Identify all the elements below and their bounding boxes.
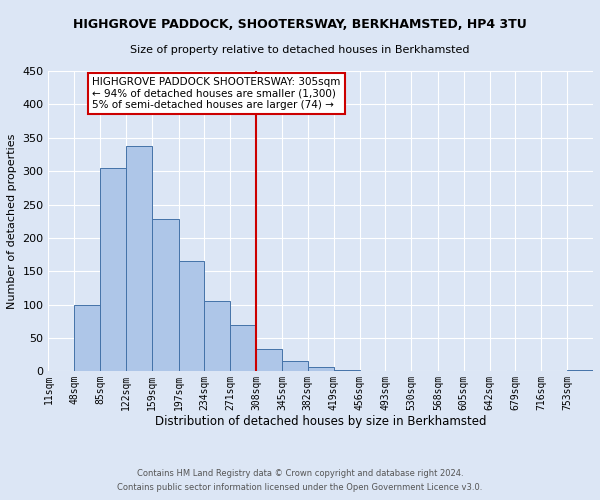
- Bar: [100, 168, 126, 372]
- Bar: [152, 219, 179, 372]
- Bar: [567, 370, 593, 372]
- Bar: [74, 306, 100, 372]
- Bar: [179, 262, 205, 372]
- Text: Size of property relative to detached houses in Berkhamsted: Size of property relative to detached ho…: [130, 45, 470, 55]
- Bar: [308, 368, 334, 372]
- Bar: [256, 350, 282, 372]
- Text: HIGHGROVE PADDOCK SHOOTERSWAY: 305sqm
← 94% of detached houses are smaller (1,30: HIGHGROVE PADDOCK SHOOTERSWAY: 305sqm ← …: [92, 77, 340, 110]
- X-axis label: Distribution of detached houses by size in Berkhamsted: Distribution of detached houses by size …: [155, 415, 487, 428]
- Bar: [230, 324, 256, 372]
- Bar: [334, 370, 359, 372]
- Bar: [205, 302, 230, 372]
- Bar: [126, 146, 152, 372]
- Text: HIGHGROVE PADDOCK, SHOOTERSWAY, BERKHAMSTED, HP4 3TU: HIGHGROVE PADDOCK, SHOOTERSWAY, BERKHAMS…: [73, 18, 527, 30]
- Bar: [282, 362, 308, 372]
- Y-axis label: Number of detached properties: Number of detached properties: [7, 134, 17, 309]
- Text: Contains public sector information licensed under the Open Government Licence v3: Contains public sector information licen…: [118, 484, 482, 492]
- Text: Contains HM Land Registry data © Crown copyright and database right 2024.: Contains HM Land Registry data © Crown c…: [137, 468, 463, 477]
